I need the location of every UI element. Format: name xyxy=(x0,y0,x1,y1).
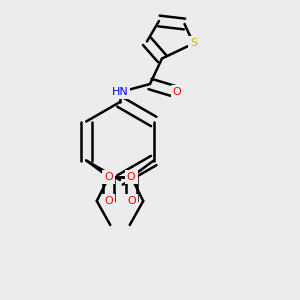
Text: O: O xyxy=(172,87,182,97)
Text: HN: HN xyxy=(112,87,128,97)
Text: O: O xyxy=(127,196,136,206)
Text: O: O xyxy=(127,172,136,182)
Text: O: O xyxy=(104,196,113,206)
Text: O: O xyxy=(104,172,113,182)
Text: S: S xyxy=(190,38,197,49)
